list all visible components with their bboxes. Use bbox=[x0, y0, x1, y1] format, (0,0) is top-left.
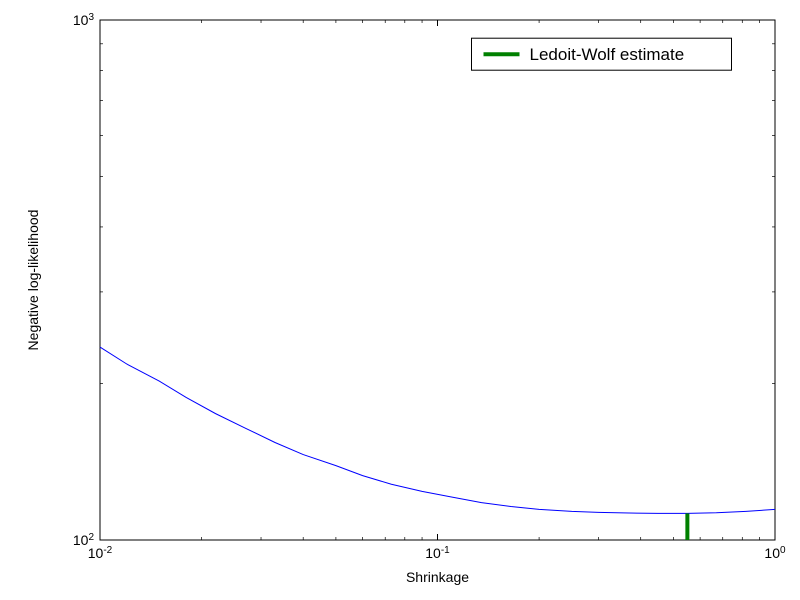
x-axis-label: Shrinkage bbox=[406, 569, 469, 585]
legend-label: Ledoit-Wolf estimate bbox=[530, 45, 685, 64]
chart-svg: 10-210-1100102103ShrinkageNegative log-l… bbox=[0, 0, 800, 600]
chart-container: 10-210-1100102103ShrinkageNegative log-l… bbox=[0, 0, 800, 600]
legend: Ledoit-Wolf estimate bbox=[472, 38, 732, 70]
y-axis-label: Negative log-likelihood bbox=[25, 210, 41, 351]
